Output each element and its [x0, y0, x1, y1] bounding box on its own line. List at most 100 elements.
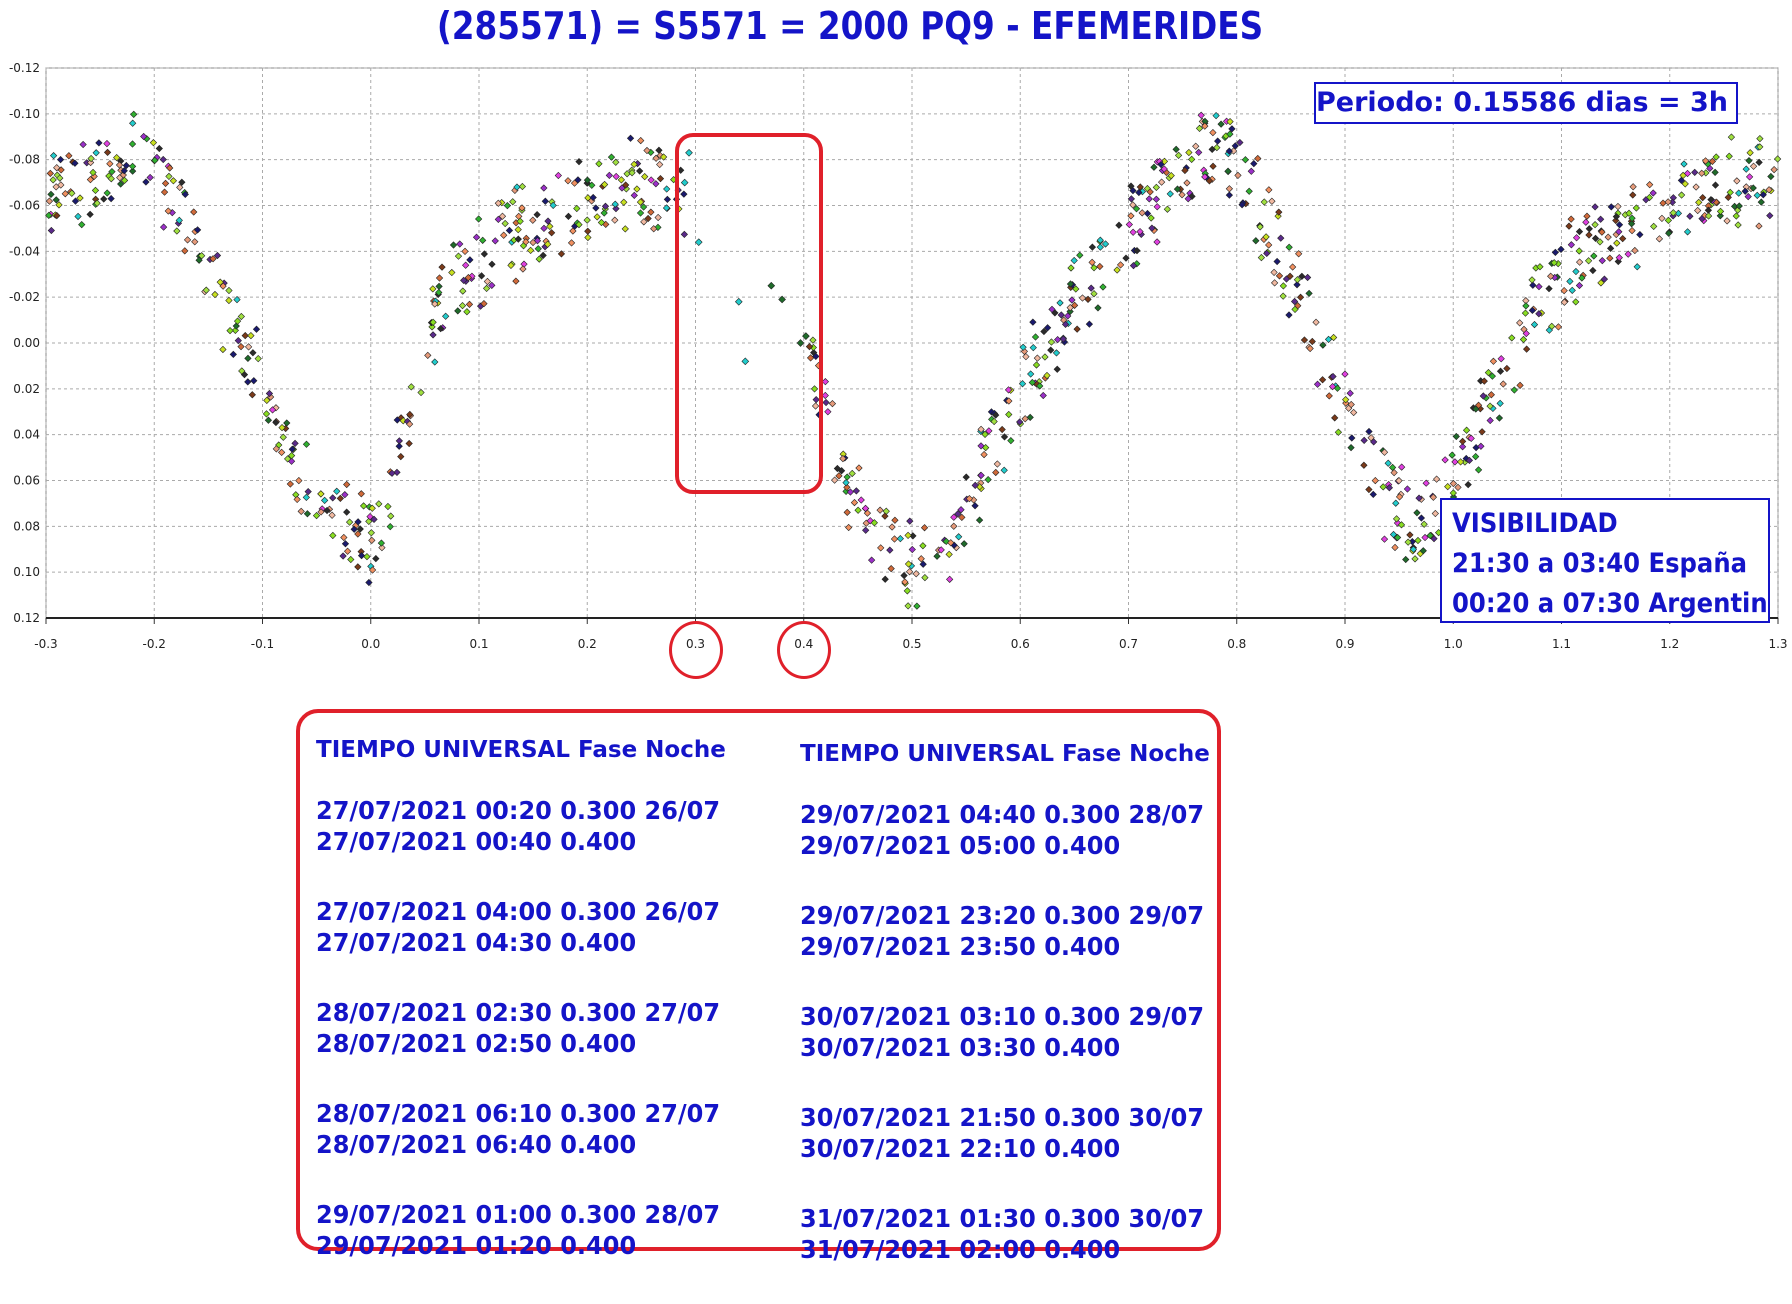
data-point [1462, 454, 1470, 463]
data-point [1031, 333, 1040, 341]
data-point [1395, 493, 1404, 501]
data-point [913, 602, 921, 610]
data-point [1152, 195, 1160, 203]
data-point [1458, 443, 1467, 451]
data-point [1406, 531, 1414, 539]
data-point [1449, 479, 1458, 488]
data-point [656, 175, 665, 183]
data-point [244, 354, 252, 362]
grid [45, 67, 1779, 619]
data-point [589, 193, 597, 202]
data-point [947, 539, 955, 547]
data-point [904, 602, 912, 610]
data-point [1388, 463, 1397, 472]
data-point [52, 183, 60, 191]
y-tick-label: -0.12 [9, 61, 40, 75]
data-point [149, 139, 158, 147]
data-point [1043, 371, 1051, 380]
data-point [339, 552, 347, 560]
data-point [821, 391, 829, 400]
ephemeris-row: 29/07/2021 23:20 0.300 29/07 [800, 901, 1205, 930]
data-point [937, 546, 945, 554]
data-point [368, 566, 377, 574]
data-point [1404, 538, 1412, 546]
data-point [1070, 256, 1078, 265]
data-point [1633, 263, 1641, 271]
data-point [483, 277, 492, 286]
data-point [92, 149, 100, 157]
data-point [621, 225, 629, 233]
data-point [1185, 148, 1193, 157]
data-point [1101, 240, 1110, 248]
data-point [1178, 191, 1186, 199]
data-point [852, 487, 860, 495]
data-point [368, 504, 376, 512]
ephemeris-row: 27/07/2021 04:00 0.300 26/07 [316, 897, 721, 926]
ephemeris-row: 27/07/2021 04:30 0.400 [316, 928, 637, 957]
data-point [1279, 292, 1287, 300]
data-point [366, 512, 374, 521]
data-point [1068, 296, 1076, 304]
data-point [1677, 191, 1686, 199]
ephemeris-group: 31/07/2021 01:30 0.300 30/07 31/07/2021 … [800, 1203, 1221, 1265]
data-point [288, 445, 296, 453]
data-point [233, 317, 242, 325]
data-point [980, 450, 988, 459]
data-point [1497, 355, 1505, 363]
data-point [605, 171, 613, 179]
data-point [574, 176, 582, 184]
data-point [449, 241, 458, 249]
data-point [225, 296, 233, 305]
data-point [962, 473, 970, 481]
data-point [917, 555, 925, 563]
data-point [480, 300, 488, 308]
data-point [643, 146, 651, 155]
data-point [622, 181, 630, 189]
ephemerides-column-left: TIEMPO UNIVERSAL Fase Noche 27/07/2021 0… [316, 733, 737, 1300]
data-point [901, 578, 909, 586]
data-point [1298, 272, 1306, 280]
data-point [1441, 456, 1449, 464]
data-point [86, 210, 94, 218]
data-point [663, 195, 672, 204]
data-point [1755, 222, 1763, 230]
data-point [564, 177, 572, 185]
data-point [164, 207, 172, 215]
data-point [356, 525, 364, 533]
data-point [1116, 261, 1125, 269]
data-point [1293, 281, 1301, 289]
data-point [1496, 399, 1504, 408]
data-point [1528, 276, 1536, 284]
data-point [593, 213, 601, 221]
data-point [498, 212, 507, 220]
data-point [533, 237, 542, 245]
x-tick-label: 1.3 [1768, 637, 1787, 651]
data-point [435, 288, 443, 297]
data-point [1085, 320, 1094, 328]
data-point [824, 408, 832, 416]
highlight-point [741, 357, 750, 366]
data-point [1557, 245, 1565, 253]
data-point [1467, 434, 1475, 442]
data-point [1226, 130, 1234, 138]
data-point [835, 472, 843, 480]
data-point [195, 256, 203, 264]
highlight-point [767, 281, 776, 290]
data-point [505, 226, 514, 235]
data-point [333, 487, 341, 495]
data-point [1545, 326, 1553, 334]
data-point [429, 331, 437, 339]
data-point [1691, 168, 1699, 177]
data-point [812, 352, 820, 361]
data-point [519, 265, 527, 273]
data-point [262, 410, 271, 418]
data-point [592, 204, 600, 212]
period-label: Periodo: 0.15586 dias = 3h 44m [1314, 82, 1738, 124]
data-point [357, 552, 366, 560]
data-point [1597, 215, 1605, 223]
data-point [982, 444, 990, 452]
data-point [1238, 201, 1246, 209]
data-point [1132, 205, 1141, 213]
data-point [1325, 392, 1333, 400]
data-point [1217, 120, 1225, 128]
